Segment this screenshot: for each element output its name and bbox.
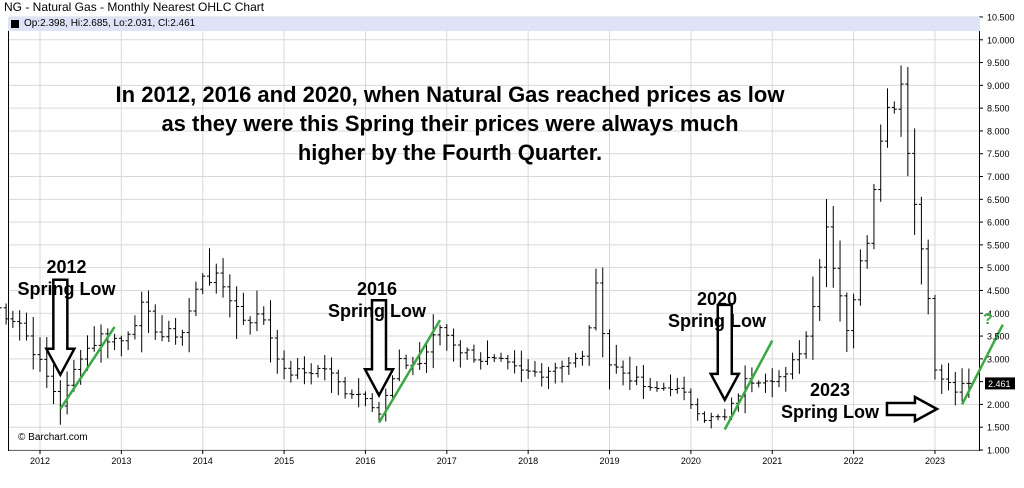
y-tick-label: 5.000 — [987, 263, 1010, 273]
trend-line-2012 — [59, 326, 116, 410]
y-tick-label: 3.000 — [987, 354, 1010, 364]
x-tick-label: 2015 — [274, 456, 294, 466]
arrows-layer — [44, 278, 940, 424]
y-tick-label: 4.500 — [987, 286, 1010, 296]
x-tick-label: 2013 — [111, 456, 131, 466]
y-tick-label: 7.000 — [987, 172, 1010, 182]
x-tick-label: 2019 — [600, 456, 620, 466]
ohlc-readout-bar: Op:2.398, Hi:2.685, Lo:2.031, Cl:2.461 — [8, 17, 980, 31]
y-tick-label: 1.500 — [987, 423, 1010, 433]
label-2020-spring-low: 2020 Spring Low — [662, 288, 772, 332]
arrow-down-icon — [708, 303, 741, 403]
y-tick-label: 7.500 — [987, 149, 1010, 159]
arrow-down-icon — [362, 299, 396, 398]
series-swatch — [11, 20, 19, 28]
x-tick-label: 2020 — [681, 456, 701, 466]
label-2020-year: 2020 — [696, 289, 738, 309]
headline-line-2: as they were this Spring their prices we… — [161, 111, 739, 136]
y-tick-label: 10.000 — [987, 35, 1015, 45]
chart-title: NG - Natural Gas - Monthly Nearest OHLC … — [4, 0, 265, 14]
headline-line-1: In 2012, 2016 and 2020, when Natural Gas… — [115, 82, 785, 107]
y-tick-label: 8.000 — [987, 126, 1010, 136]
y-tick-label: 9.500 — [987, 58, 1010, 68]
arrow-right-icon — [885, 394, 940, 424]
last-price-tag — [985, 377, 1015, 390]
x-tick-label: 2012 — [30, 456, 50, 466]
x-axis: 2012 2013 2014 2015 2016 2017 2018 2019 2020 2021… — [30, 450, 945, 466]
y-tick-label: 5.500 — [987, 240, 1010, 250]
label-2012-text: Spring Low — [17, 279, 116, 299]
trend-line-2023 — [960, 324, 1004, 405]
trend-line-2020 — [723, 340, 774, 431]
label-2012-spring-low: 2012 Spring Low — [14, 256, 119, 300]
y-tick-label: 2.000 — [987, 400, 1010, 410]
x-tick-label: 2017 — [437, 456, 457, 466]
y-tick-label: 3.500 — [987, 332, 1010, 342]
label-2016-spring-low: 2016 Spring Low — [322, 278, 432, 322]
label-2016-year: 2016 — [356, 279, 398, 299]
label-2020-text: Spring Low — [668, 311, 766, 331]
y-axis: 1.0001.5002.0002.5003.0003.5004.0004.500… — [979, 13, 1015, 456]
grid-layer — [9, 16, 979, 451]
label-2012-year: 2012 — [46, 257, 87, 277]
x-tick-label: 2023 — [925, 456, 945, 466]
headline-annotation: In 2012, 2016 and 2020, when Natural Gas… — [40, 80, 860, 167]
y-tick-label: 10.500 — [987, 13, 1015, 23]
label-2023-text: Spring Low — [781, 402, 879, 422]
x-tick-label: 2022 — [844, 456, 864, 466]
x-tick-label: 2016 — [355, 456, 375, 466]
label-2023-spring-low: 2023 Spring Low — [775, 379, 885, 423]
label-2023-year: 2023 — [809, 380, 851, 400]
source-credit: © Barchart.com — [18, 432, 88, 443]
trend-line-2016 — [377, 319, 442, 424]
y-tick-label: 1.000 — [987, 446, 1010, 456]
x-tick-label: 2014 — [193, 456, 213, 466]
y-tick-label: 6.500 — [987, 195, 1010, 205]
headline-line-3: higher by the Fourth Quarter. — [297, 140, 603, 165]
last-price-label: 2.461 — [988, 379, 1011, 389]
x-tick-label: 2021 — [762, 456, 782, 466]
y-tick-label: 8.500 — [987, 104, 1010, 114]
x-tick-label: 2018 — [518, 456, 538, 466]
ohlc-bars-layer — [0, 65, 972, 429]
trend-lines-layer — [59, 319, 1004, 431]
y-tick-label: 6.000 — [987, 218, 1010, 228]
ohlc-readout: Op:2.398, Hi:2.685, Lo:2.031, Cl:2.461 — [24, 18, 196, 29]
arrow-down-icon — [44, 278, 77, 378]
label-2016-text: Spring Low — [328, 301, 426, 321]
y-tick-label: 4.000 — [987, 309, 1010, 319]
question-mark: ? — [983, 311, 993, 328]
y-tick-label: 9.000 — [987, 81, 1010, 91]
